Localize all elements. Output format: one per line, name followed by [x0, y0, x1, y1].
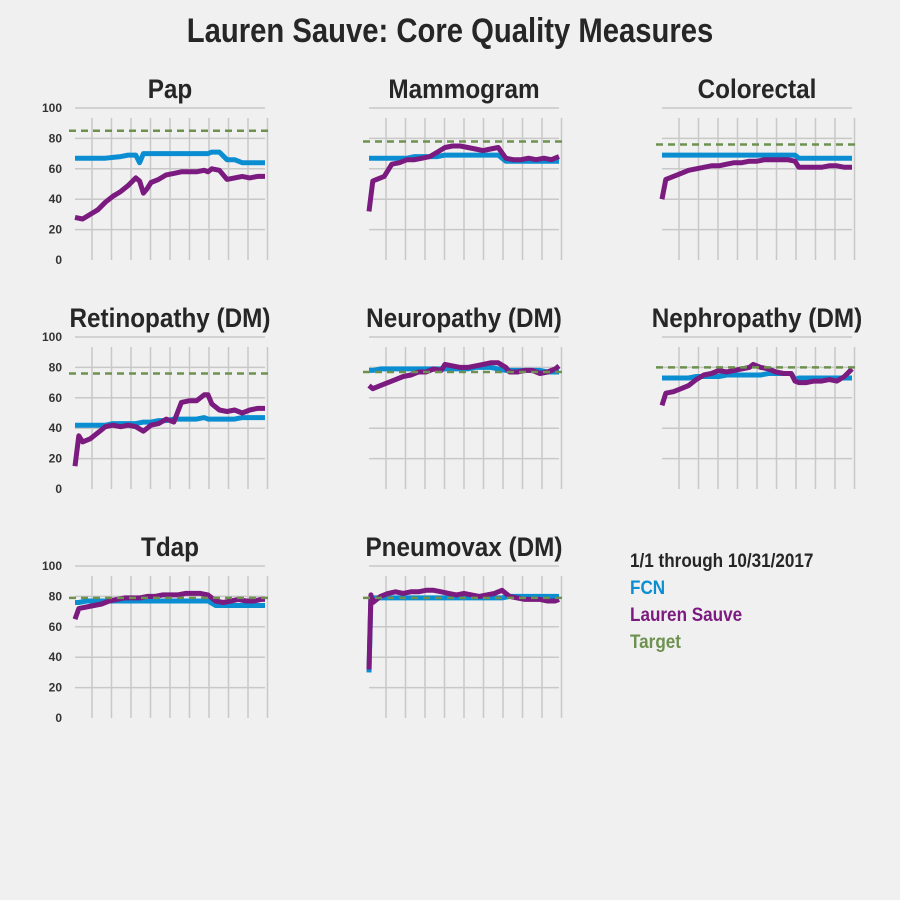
series-line-lauren-sauve [366, 587, 560, 670]
panel-title: Colorectal [698, 75, 817, 104]
y-tick-label: 60 [49, 391, 63, 405]
series-line-lauren-sauve [366, 143, 560, 212]
y-tick-label: 20 [49, 223, 63, 237]
series-line-lauren-sauve [74, 166, 265, 222]
series-line-lauren-sauve [367, 360, 561, 392]
y-tick-label: 60 [49, 620, 63, 634]
panel-colorectal: Colorectal [656, 75, 856, 260]
panel-title: Retinopathy (DM) [69, 304, 270, 333]
y-tick-label: 0 [55, 711, 62, 725]
panel-pap: 0 20 40 60 80 100 Pap [42, 75, 269, 267]
panel-title: Pneumovax (DM) [365, 533, 562, 562]
series-line-lauren-sauve [659, 157, 852, 200]
y-tick-label: 20 [49, 681, 63, 695]
y-tick-label: 80 [49, 131, 63, 145]
panel-title: Tdap [141, 533, 199, 562]
panel-title: Pap [148, 75, 193, 104]
panel-mammogram: Mammogram [363, 75, 563, 260]
y-tick-label: 40 [49, 650, 63, 664]
panel-title: Mammogram [388, 75, 539, 104]
legend: 1/1 through 10/31/2017 FCN Lauren Sauve … [630, 548, 834, 656]
y-tick-label: 80 [49, 589, 63, 603]
panel-nephropathy-dm: Nephropathy (DM) [652, 304, 862, 489]
panel-title: Nephropathy (DM) [652, 304, 862, 333]
y-tick-label: 100 [42, 330, 62, 344]
series-line-lauren-sauve [659, 361, 854, 407]
y-tick-label: 80 [49, 360, 63, 374]
legend-date-range: 1/1 through 10/31/2017 [630, 551, 814, 572]
panel-pneumovax-dm: Pneumovax (DM) [363, 533, 563, 718]
y-tick-label: 0 [55, 482, 62, 496]
legend-fcn: FCN [630, 578, 666, 599]
series-line-fcn [662, 152, 852, 161]
page-title: Lauren Sauve: Core Quality Measures [186, 12, 714, 50]
panel-title: Neuropathy (DM) [366, 304, 562, 333]
y-tick-label: 60 [49, 162, 63, 176]
series-line-lauren-sauve [72, 392, 265, 467]
panel-neuropathy-dm: Neuropathy (DM) [363, 304, 563, 489]
panel-tdap: 0 20 40 60 80 100 Tdap [42, 533, 269, 725]
y-tick-label: 20 [49, 452, 63, 466]
series-line-fcn [75, 149, 265, 166]
series-line-fcn [662, 371, 852, 383]
y-tick-label: 0 [55, 253, 62, 267]
legend-target: Target [630, 632, 682, 653]
panel-retinopathy-dm: 0 20 40 60 80 100 Retinopathy (DM) [42, 304, 271, 496]
series-line-lauren-sauve [72, 590, 265, 621]
y-tick-label: 100 [42, 559, 62, 573]
y-tick-label: 100 [42, 101, 62, 115]
legend-lauren-sauve: Lauren Sauve [630, 605, 743, 626]
y-tick-label: 40 [49, 421, 63, 435]
y-tick-label: 40 [49, 192, 63, 206]
